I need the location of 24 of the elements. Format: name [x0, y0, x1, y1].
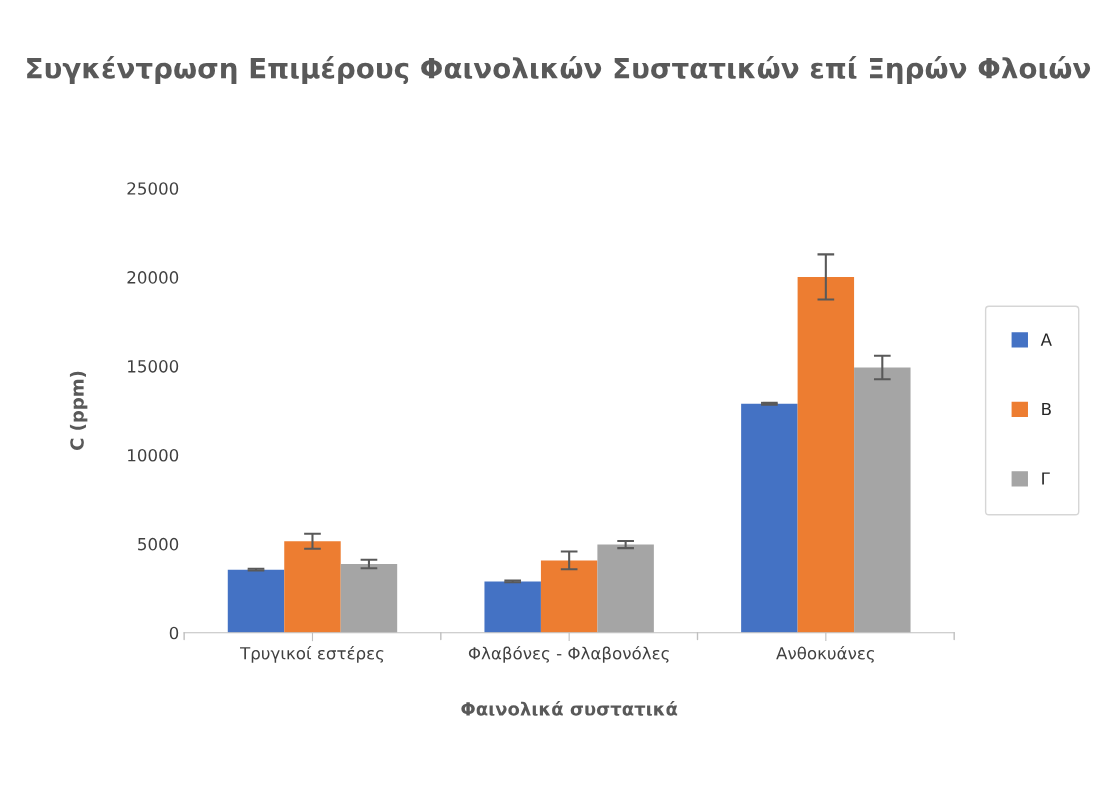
chart-title: Συγκέντρωση Επιμέρους Φαινολικών Συστατικών επί Ξηρών Φλοιών: [27, 56, 1091, 85]
y-tick-label: 20000: [127, 271, 179, 284]
y-tick-label: 0: [169, 626, 179, 640]
legend-label: Γ: [1042, 472, 1050, 485]
bar: [484, 581, 541, 633]
bar: [741, 403, 798, 633]
y-tick-label: 25000: [127, 182, 179, 195]
y-axis-title: C (ppm): [69, 371, 88, 450]
x-tick-label: Τρυγικοί εστέρες: [240, 645, 384, 663]
y-tick-label: 10000: [128, 448, 179, 462]
bar: [854, 367, 911, 633]
bar: [227, 569, 285, 633]
legend-label: Β: [1042, 402, 1051, 416]
bar: [340, 563, 398, 633]
bar: [797, 276, 855, 633]
x-tick-label: Φλαβόνες - Φλαβονόλες: [468, 645, 669, 663]
bar: [597, 544, 654, 633]
y-tick-label: 5000: [138, 537, 179, 551]
y-tick-label: 15000: [128, 360, 179, 373]
x-tick-label: Ανθοκυάνες: [776, 645, 875, 663]
x-axis-title: Φαινολικά συστατικά: [461, 700, 678, 716]
bar: [540, 560, 598, 633]
legend-label: Α: [1040, 333, 1052, 346]
bar: [284, 541, 341, 633]
